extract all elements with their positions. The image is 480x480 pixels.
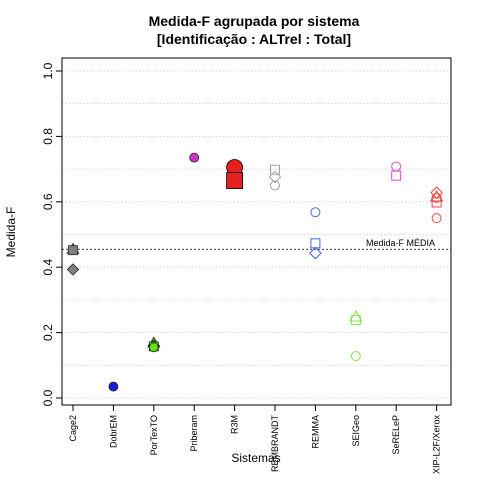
y-tick-label: 0.8 <box>41 128 55 145</box>
point-square <box>391 170 402 181</box>
point-diamond <box>309 246 322 260</box>
x-tick-label: Cage2 <box>68 415 78 442</box>
point-square <box>226 172 244 189</box>
point-square <box>431 197 442 208</box>
x-tick-label: Priberam <box>189 415 199 452</box>
point-circle <box>189 152 200 163</box>
point-circle <box>431 213 442 224</box>
point-diamond <box>66 263 80 276</box>
x-tick-label: SeRELeP <box>391 415 401 455</box>
point-triangle <box>429 190 444 202</box>
chart-title-line2: [Identificação : ALTrel : Total] <box>157 31 351 47</box>
x-axis: Cage2 DobrEM PorTexTO Priberam R3M REMBRANDT R… <box>68 405 442 474</box>
x-tick-label: XIP-L2F/Xerox <box>432 415 442 475</box>
x-tick-label: SEIGeo <box>351 415 361 447</box>
reference-line-group: Medida-F MÉDIA <box>62 238 451 250</box>
y-axis-label: Medida-F <box>4 207 18 258</box>
x-tick-label: DobrEM <box>108 415 118 448</box>
point-circle <box>391 161 402 172</box>
point-diamond <box>268 170 282 184</box>
point-square <box>68 245 78 256</box>
y-tick-label: 0.0 <box>41 389 55 406</box>
chart-title-line1: Medida-F agrupada por sistema <box>149 13 360 29</box>
point-circle <box>270 180 280 191</box>
x-tick-label: REMBRANDT <box>270 415 280 473</box>
y-tick-label: 1.0 <box>41 62 55 79</box>
y-tick-label: 0.4 <box>41 259 55 276</box>
x-tick-label: PorTexTO <box>149 415 159 455</box>
point-square <box>310 238 321 249</box>
x-tick-label: REMMA <box>310 415 320 449</box>
mean-reference-label: Medida-F MÉDIA <box>366 238 435 248</box>
plot-frame <box>61 57 452 406</box>
y-tick-label: 0.6 <box>41 193 55 210</box>
point-circle <box>310 207 321 218</box>
y-axis: 0.0 0.2 0.4 0.6 0.8 1.0 <box>41 62 62 406</box>
point-square <box>350 315 361 326</box>
point-circle <box>148 342 159 353</box>
x-axis-label: Sistemas <box>231 451 280 465</box>
gridlines <box>62 70 451 399</box>
point-square <box>270 164 280 175</box>
point-circle <box>350 351 361 362</box>
data-points <box>66 152 444 392</box>
point-circle <box>108 381 119 392</box>
y-tick-label: 0.2 <box>41 324 55 341</box>
x-tick-label: R3M <box>230 415 240 434</box>
